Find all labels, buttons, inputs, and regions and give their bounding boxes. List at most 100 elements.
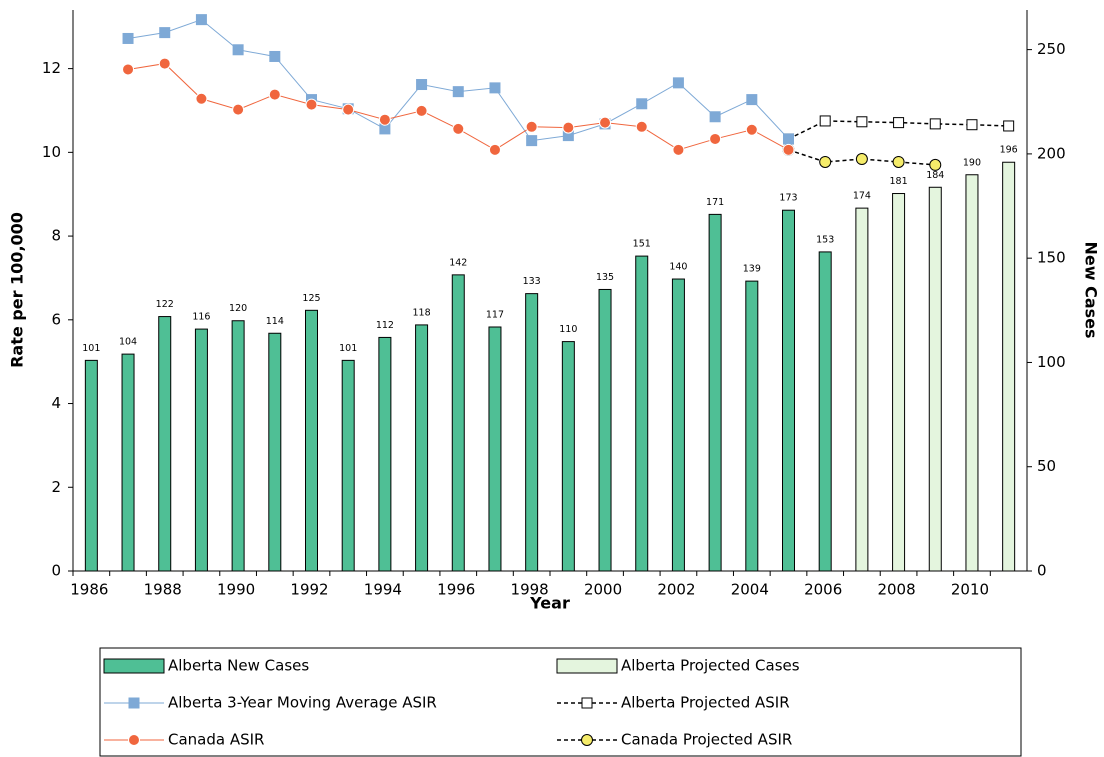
data-label: 116 [192,312,210,323]
marker [416,79,428,91]
marker [526,135,538,147]
marker [269,50,281,62]
x-tick-label: 2010 [951,581,989,599]
data-label: 114 [266,316,284,327]
marker [892,155,905,168]
y-tick-label: 4 [51,394,61,412]
y-tick-label: 2 [51,478,61,496]
data-label: 112 [376,320,394,331]
legend-swatch [556,658,618,674]
data-label: 190 [963,157,981,168]
data-label: 101 [339,343,357,354]
marker [122,32,134,44]
data-label: 181 [890,176,908,187]
x-tick-label: 1986 [70,581,108,599]
marker [672,143,685,156]
data-label: 120 [229,303,247,314]
marker [783,133,794,145]
x-tick-label: 1996 [437,581,475,599]
data-label: 174 [853,191,871,202]
bar [1002,161,1016,572]
x-tick-label: 2006 [804,581,842,599]
data-label: 133 [523,276,541,287]
x-tick-label: 2008 [877,581,915,599]
bar [525,293,539,572]
marker [158,57,171,70]
x-tick-label: 2000 [584,581,622,599]
bar [892,193,906,572]
bar [84,359,98,572]
bar [231,320,245,572]
bar [268,332,282,572]
marker [929,158,942,171]
y-tick-label: 6 [51,310,61,328]
marker [159,27,171,39]
marker [745,123,758,136]
marker [856,116,868,128]
bar [121,353,135,572]
bar [305,309,318,572]
marker [232,103,245,116]
y2-axis-title: New Cases [1082,241,1101,338]
marker [636,98,648,110]
bar [671,278,685,572]
marker [122,63,135,76]
data-label: 117 [486,309,504,320]
y2-tick-label: 0 [1037,562,1047,580]
marker [709,132,722,145]
marker [415,104,428,117]
marker [378,113,391,126]
line [127,19,789,142]
marker [232,44,244,56]
marker [746,94,758,106]
x-axis-title: Year [529,594,570,613]
data-label: 110 [559,324,577,335]
marker [342,103,355,116]
y-tick-label: 8 [51,227,61,245]
bar [158,316,172,572]
marker [452,86,464,98]
marker [305,98,318,111]
marker [599,116,612,129]
bar [855,207,869,572]
bar [451,274,465,572]
data-label: 122 [156,299,174,310]
y-tick-label: 10 [42,143,61,161]
data-label: 140 [669,262,687,273]
marker [562,121,575,134]
x-tick-label: 1998 [511,581,549,599]
y-tick-label: 0 [51,562,61,580]
line [127,63,789,151]
legend-marker [128,734,140,746]
legend-marker [128,697,140,709]
marker [452,122,465,135]
marker [819,155,832,168]
y-tick-label: 12 [42,59,61,77]
marker [489,82,501,94]
bar [488,326,502,572]
bar [598,288,612,572]
legend-label: Alberta Projected ASIR [621,694,790,712]
bar [635,255,649,572]
y2-tick-label: 200 [1037,144,1066,162]
marker [966,119,978,131]
data-label: 171 [706,197,724,208]
data-label: 184 [926,170,944,181]
bar [928,186,942,572]
data-label: 125 [302,293,320,304]
marker [672,77,684,89]
legend-marker [581,734,593,746]
legend-label: Alberta Projected Cases [621,657,800,675]
y2-tick-label: 250 [1037,40,1066,58]
bar [378,336,392,572]
legend-label: Alberta 3-Year Moving Average ASIR [168,694,437,712]
bar [561,341,575,572]
data-label: 196 [1000,145,1018,156]
marker [782,143,795,156]
y2-tick-label: 50 [1037,457,1056,475]
x-tick-label: 2002 [657,581,695,599]
legend-label: Canada ASIR [168,731,264,749]
marker [525,120,538,133]
bar [708,213,722,572]
